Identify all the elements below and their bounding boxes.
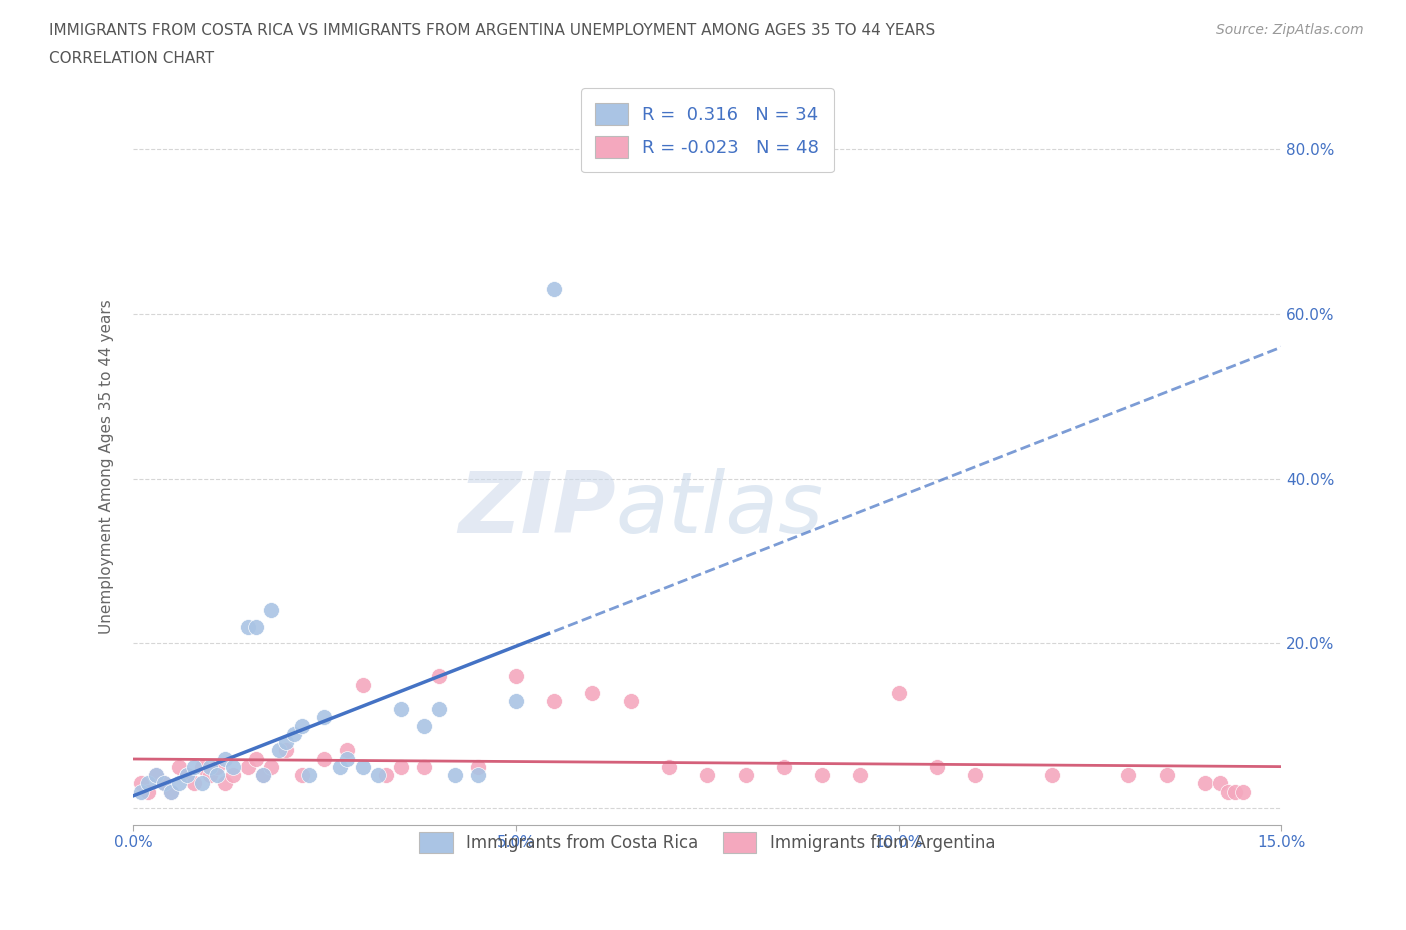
Point [221,767,243,782]
Point [245,619,267,634]
Point [887,685,910,700]
Point [314,751,336,766]
Point [696,767,718,782]
Point [183,760,205,775]
Point [620,694,643,709]
Point [543,282,565,297]
Point [505,669,527,684]
Point [221,760,243,775]
Point [336,751,359,766]
Point [1225,784,1247,799]
Point [267,743,290,758]
Point [145,767,167,782]
Point [298,767,321,782]
Point [283,726,305,741]
Point [1216,784,1239,799]
Point [443,767,465,782]
Point [367,767,389,782]
Point [1156,767,1178,782]
Point [1040,767,1063,782]
Point [1194,776,1216,790]
Point [236,619,259,634]
Point [152,776,174,790]
Point [772,760,794,775]
Point [152,776,174,790]
Point [129,784,152,799]
Point [138,776,160,790]
Point [207,760,229,775]
Point [352,760,374,775]
Text: ZIP: ZIP [458,468,616,551]
Point [145,767,167,782]
Point [329,760,352,775]
Point [167,776,190,790]
Point [252,767,274,782]
Text: CORRELATION CHART: CORRELATION CHART [49,51,214,66]
Point [1116,767,1139,782]
Point [276,735,298,750]
Point [352,677,374,692]
Point [734,767,756,782]
Point [260,603,283,618]
Point [214,776,236,790]
Point [413,760,436,775]
Point [214,751,236,766]
Text: IMMIGRANTS FROM COSTA RICA VS IMMIGRANTS FROM ARGENTINA UNEMPLOYMENT AMONG AGES : IMMIGRANTS FROM COSTA RICA VS IMMIGRANTS… [49,23,935,38]
Point [290,718,312,733]
Point [467,767,489,782]
Point [658,760,681,775]
Point [290,767,312,782]
Point [1209,776,1232,790]
Point [543,694,565,709]
Point [581,685,603,700]
Point [467,760,489,775]
Point [191,776,214,790]
Point [252,767,274,782]
Text: Source: ZipAtlas.com: Source: ZipAtlas.com [1216,23,1364,37]
Point [389,760,412,775]
Point [505,694,527,709]
Point [160,784,183,799]
Point [389,702,412,717]
Point [1232,784,1254,799]
Point [160,784,183,799]
Point [427,669,450,684]
Point [138,784,160,799]
Point [374,767,396,782]
Point [427,702,450,717]
Point [191,760,214,775]
Text: atlas: atlas [616,468,824,551]
Point [176,767,198,782]
Point [965,767,987,782]
Point [207,767,229,782]
Point [811,767,834,782]
Point [198,760,221,775]
Point [245,751,267,766]
Point [176,767,198,782]
Point [276,743,298,758]
Y-axis label: Unemployment Among Ages 35 to 44 years: Unemployment Among Ages 35 to 44 years [100,299,114,633]
Legend: Immigrants from Costa Rica, Immigrants from Argentina: Immigrants from Costa Rica, Immigrants f… [412,826,1002,859]
Point [129,776,152,790]
Point [183,776,205,790]
Point [167,760,190,775]
Point [260,760,283,775]
Point [336,743,359,758]
Point [849,767,872,782]
Point [314,710,336,724]
Point [198,767,221,782]
Point [236,760,259,775]
Point [925,760,948,775]
Point [413,718,436,733]
